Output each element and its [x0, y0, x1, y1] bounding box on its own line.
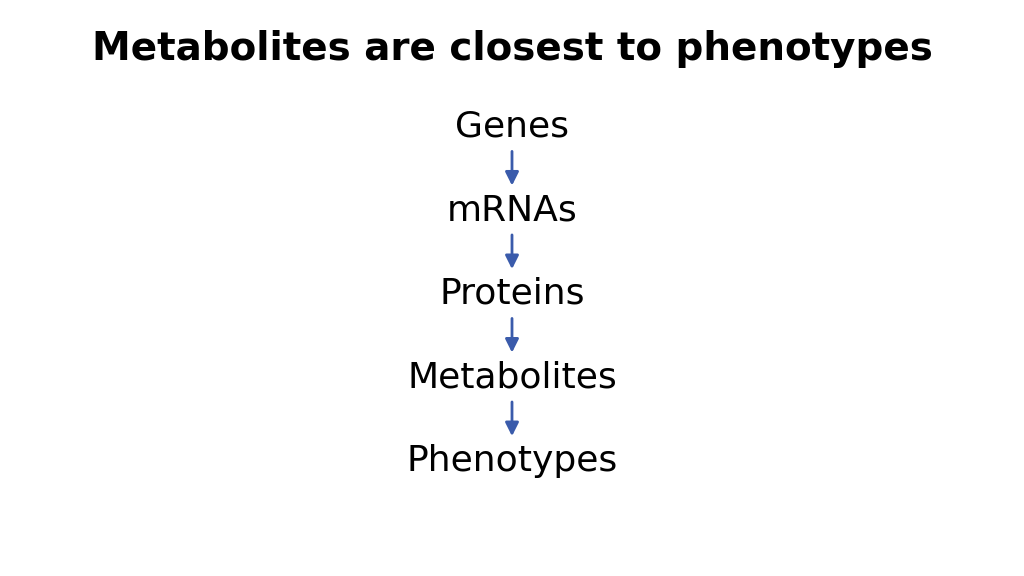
Text: mRNAs: mRNAs — [446, 193, 578, 228]
Text: Proteins: Proteins — [439, 276, 585, 311]
Text: Genes: Genes — [455, 109, 569, 144]
Text: Metabolites: Metabolites — [408, 360, 616, 395]
Text: Phenotypes: Phenotypes — [407, 444, 617, 478]
Text: Metabolites are closest to phenotypes: Metabolites are closest to phenotypes — [91, 30, 933, 68]
